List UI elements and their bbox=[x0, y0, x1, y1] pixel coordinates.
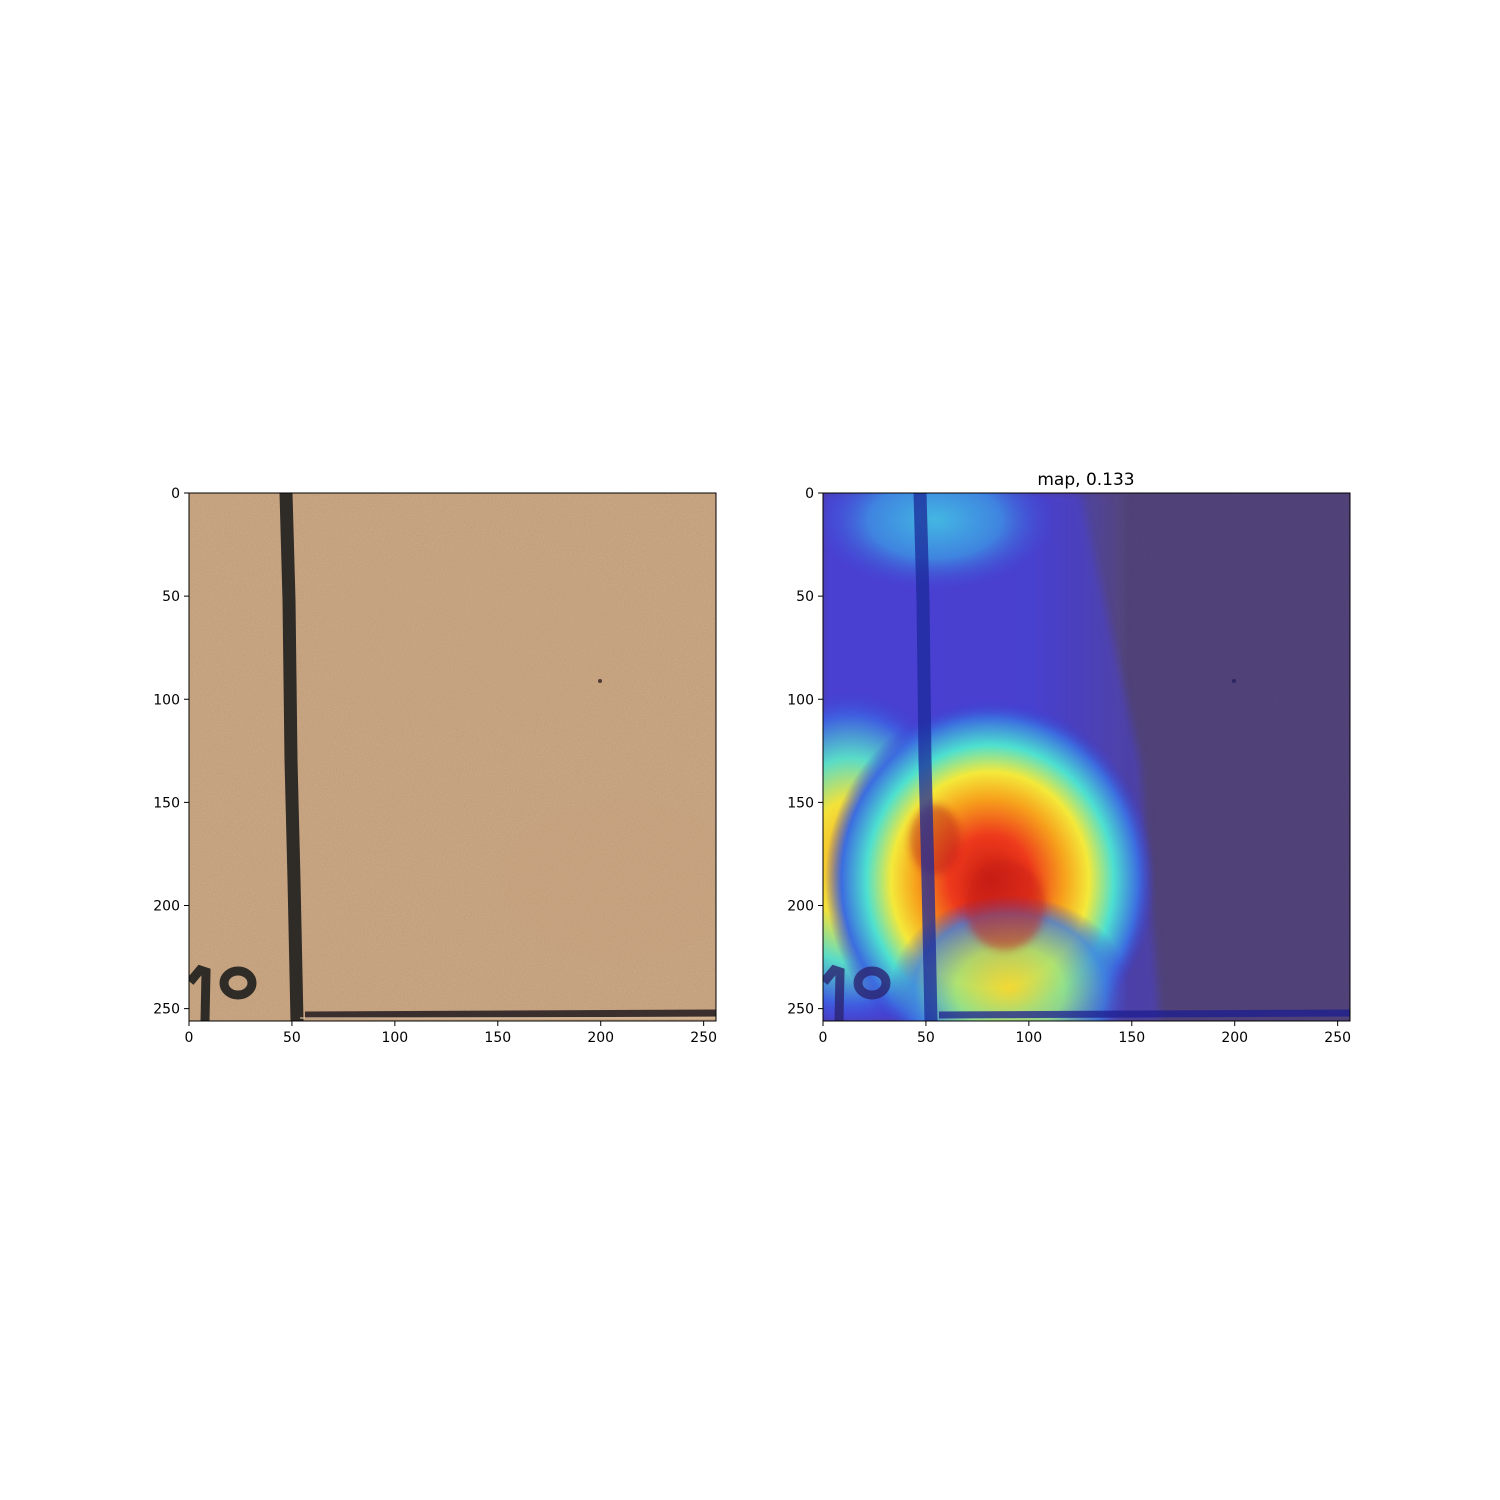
x-tick-label: 50 bbox=[917, 1030, 935, 1046]
y-tick-label: 250 bbox=[153, 1002, 180, 1018]
x-axis-ticks: 0 50 100 150 200 250 bbox=[185, 1021, 717, 1046]
y-tick-label: 50 bbox=[162, 589, 180, 605]
y-tick-label: 0 bbox=[171, 486, 180, 502]
axes-frame bbox=[822, 492, 1351, 1022]
x-tick-label: 0 bbox=[819, 1030, 828, 1046]
document-image-panel: 0 50 100 150 200 250 0 50 100 150 200 250 bbox=[153, 486, 717, 1046]
y-tick-label: 200 bbox=[787, 899, 814, 915]
x-tick-label: 0 bbox=[185, 1030, 194, 1046]
chart-title: map, 0.133 bbox=[1037, 470, 1134, 490]
y-tick-label: 100 bbox=[787, 692, 814, 708]
y-tick-label: 50 bbox=[796, 589, 814, 605]
y-tick-label: 250 bbox=[787, 1002, 814, 1018]
axes-frame bbox=[188, 492, 717, 1022]
x-tick-label: 200 bbox=[1221, 1030, 1248, 1046]
x-tick-label: 100 bbox=[1015, 1030, 1042, 1046]
document-image bbox=[189, 493, 716, 1021]
y-tick-label: 0 bbox=[805, 486, 814, 502]
y-axis-ticks: 0 50 100 150 200 250 bbox=[153, 486, 189, 1018]
x-tick-label: 200 bbox=[587, 1030, 614, 1046]
y-tick-label: 200 bbox=[153, 899, 180, 915]
heatmap-panel: map, 0.133 0 50 100 150 200 250 0 50 100 150 200 2… bbox=[787, 470, 1351, 1046]
x-tick-label: 150 bbox=[484, 1030, 511, 1046]
x-axis-ticks: 0 50 100 150 200 250 bbox=[819, 1021, 1351, 1046]
y-tick-label: 150 bbox=[153, 795, 180, 811]
heatmap-overlay bbox=[823, 493, 1350, 1021]
y-tick-label: 100 bbox=[153, 692, 180, 708]
x-tick-label: 50 bbox=[283, 1030, 301, 1046]
x-tick-label: 150 bbox=[1118, 1030, 1145, 1046]
x-tick-label: 250 bbox=[690, 1030, 717, 1046]
y-tick-label: 150 bbox=[787, 795, 814, 811]
x-tick-label: 250 bbox=[1324, 1030, 1351, 1046]
y-axis-ticks: 0 50 100 150 200 250 bbox=[787, 486, 823, 1018]
x-tick-label: 100 bbox=[381, 1030, 408, 1046]
